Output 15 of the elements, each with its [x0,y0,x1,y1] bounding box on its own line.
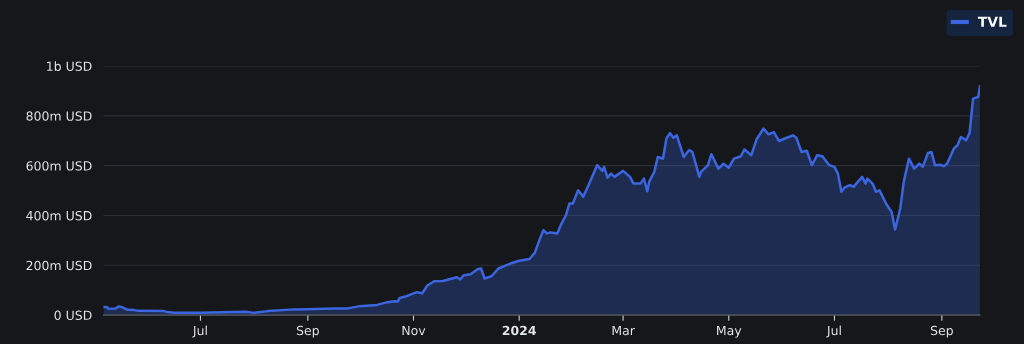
x-tick-label: Jul [826,325,841,338]
y-tick-label: 600m USD [26,161,92,171]
x-tick-label: Sep [930,325,953,338]
legend-label: TVL [977,16,1007,27]
x-tick-label: Nov [402,325,426,336]
y-tick-label: 200m USD [26,260,92,271]
x-tick-label: Sep [296,325,319,338]
x-tick-label: Jul [192,325,207,338]
x-tick-label: May [717,325,742,338]
y-tick-label: 0 USD [54,310,92,321]
y-tick-label: 800m USD [26,111,92,121]
y-tick-label: 400m USD [26,210,92,221]
x-tick-label: Mar [612,325,635,336]
x-tick-label: 2024 [502,325,536,336]
y-tick-label: 1b USD [47,61,92,71]
